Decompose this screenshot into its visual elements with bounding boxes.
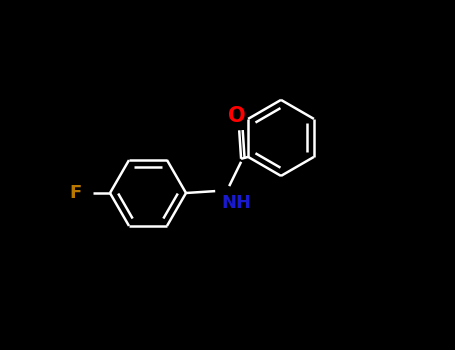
Text: O: O (228, 106, 246, 126)
Text: NH: NH (221, 194, 251, 212)
Text: F: F (69, 184, 81, 202)
